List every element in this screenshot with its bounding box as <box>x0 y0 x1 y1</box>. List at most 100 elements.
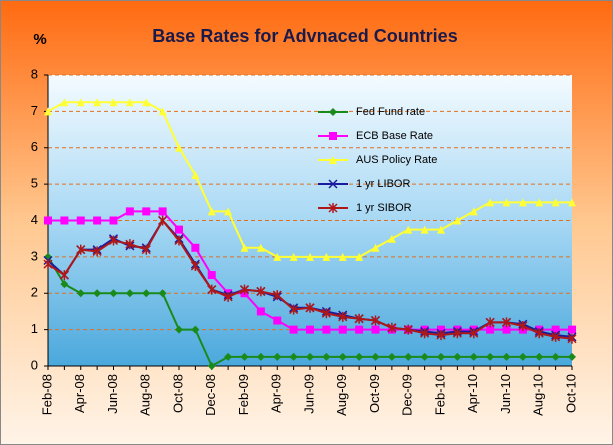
data-point <box>355 352 364 361</box>
data-point <box>486 352 495 361</box>
data-point <box>108 235 119 246</box>
data-point <box>518 320 528 331</box>
data-point <box>158 207 167 216</box>
x-tick-label: Apr-09 <box>269 374 284 413</box>
data-point <box>371 352 380 361</box>
data-point <box>551 198 560 207</box>
data-point <box>174 235 184 246</box>
legend-marker <box>329 156 337 164</box>
data-point <box>109 289 118 298</box>
data-point <box>289 304 299 315</box>
data-point <box>60 280 69 289</box>
data-point <box>568 325 576 334</box>
x-tick-label: Aug-08 <box>138 374 153 416</box>
data-point <box>568 198 576 207</box>
data-point <box>93 216 102 225</box>
data-point <box>273 316 282 325</box>
y-tick-label: 5 <box>31 176 38 191</box>
data-point <box>338 311 348 322</box>
data-point <box>534 328 544 339</box>
data-point <box>453 216 462 225</box>
data-point <box>354 313 364 324</box>
data-point <box>44 216 52 225</box>
legend-marker <box>329 108 337 116</box>
data-point <box>289 352 298 361</box>
data-point <box>306 325 314 334</box>
data-point <box>437 325 445 334</box>
data-point <box>305 302 315 313</box>
x-tick-label: Dec-08 <box>203 374 218 416</box>
data-point <box>191 171 200 180</box>
data-point <box>76 98 85 107</box>
data-point <box>387 234 396 243</box>
data-point <box>453 352 462 361</box>
data-point <box>141 244 151 255</box>
x-tick-label: Aug-09 <box>334 374 349 416</box>
data-point <box>239 284 250 295</box>
data-point <box>175 325 183 334</box>
data-point <box>321 308 331 319</box>
data-point <box>93 289 102 298</box>
data-point <box>142 289 151 298</box>
data-point <box>125 239 135 250</box>
data-point <box>256 307 265 316</box>
data-point <box>158 107 167 116</box>
data-point <box>109 216 118 225</box>
data-point <box>256 243 265 252</box>
data-point <box>76 289 85 298</box>
data-point <box>568 352 576 361</box>
data-point <box>551 331 561 342</box>
legend-label: AUS Policy Rate <box>356 154 437 166</box>
data-point <box>109 98 118 107</box>
data-point <box>436 330 446 341</box>
x-tick-label: Feb-10 <box>432 374 447 415</box>
x-tick-label: Oct-09 <box>367 374 382 413</box>
x-tick-label: Oct-10 <box>563 374 578 413</box>
data-point <box>125 289 134 298</box>
data-point <box>322 352 331 361</box>
data-point <box>322 252 331 261</box>
data-point <box>76 244 86 255</box>
legend-marker <box>328 179 338 189</box>
data-point <box>535 352 544 361</box>
legend-label: Fed Fund rate <box>356 106 425 118</box>
y-tick-label: 6 <box>31 139 38 154</box>
data-point <box>355 252 364 261</box>
y-tick-label: 2 <box>31 285 38 300</box>
data-point <box>273 252 282 261</box>
data-point <box>76 216 85 225</box>
data-point <box>93 98 102 107</box>
y-tick-label: 3 <box>31 248 38 263</box>
data-point <box>502 198 511 207</box>
x-tick-label: Apr-08 <box>72 374 87 413</box>
data-point <box>437 225 445 234</box>
data-point <box>207 271 216 280</box>
y-tick-label: 0 <box>31 357 38 372</box>
y-axis-label: % <box>33 31 46 48</box>
data-point <box>452 328 462 339</box>
data-point <box>404 352 413 361</box>
x-tick-label: Oct-08 <box>170 374 185 413</box>
legend-marker <box>329 132 337 140</box>
data-point <box>387 322 397 333</box>
data-point <box>256 352 265 361</box>
data-point <box>420 225 429 234</box>
data-point <box>501 317 512 328</box>
x-tick-label: Feb-09 <box>236 374 251 415</box>
x-tick-label: Apr-10 <box>465 374 480 413</box>
data-point <box>518 198 527 207</box>
data-point <box>518 352 527 361</box>
x-tick-label: Aug-10 <box>531 374 546 416</box>
y-tick-label: 7 <box>31 103 38 118</box>
legend-marker <box>328 203 338 213</box>
data-point <box>60 98 69 107</box>
data-point <box>142 98 151 107</box>
data-point <box>437 352 445 361</box>
data-point <box>60 216 69 225</box>
x-tick-label: Feb-08 <box>39 374 54 415</box>
y-tick-label: 4 <box>31 212 38 227</box>
data-point <box>207 207 216 216</box>
data-point <box>272 290 282 301</box>
data-point <box>355 325 364 334</box>
data-point <box>191 243 200 252</box>
